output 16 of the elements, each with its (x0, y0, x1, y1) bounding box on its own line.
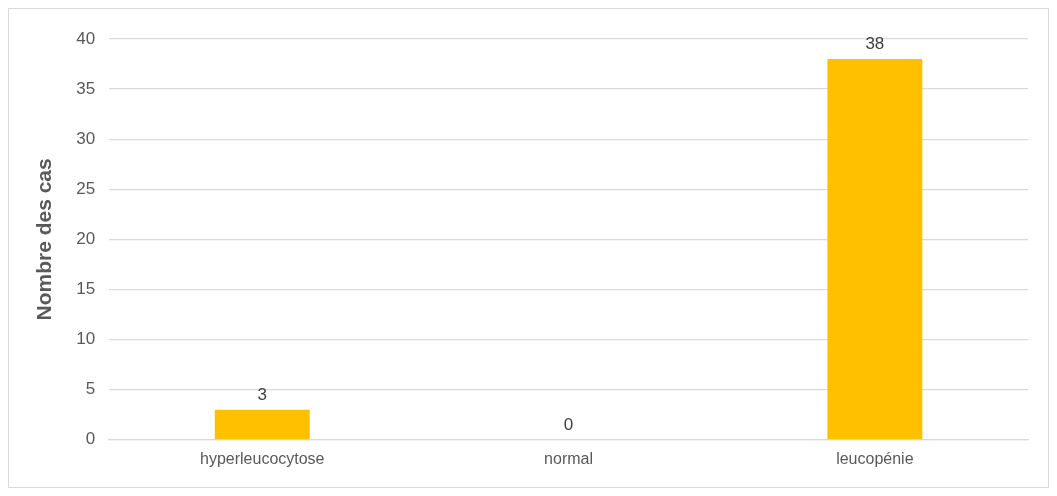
x-tick-label: leucopénie (836, 449, 914, 467)
x-tick-label: normal (544, 449, 594, 467)
data-label: 38 (865, 34, 885, 54)
y-tick-label: 10 (76, 329, 96, 349)
y-tick-label: 25 (76, 178, 96, 198)
x-tick-label: hyperleucocytose (200, 449, 325, 467)
y-tick-label: 5 (85, 379, 96, 399)
y-tick-label: 35 (76, 78, 96, 98)
data-label: 0 (563, 414, 574, 434)
data-label: 3 (257, 384, 267, 404)
y-axis-title: Nombre des cas (32, 158, 56, 321)
y-tick-label: 0 (85, 429, 96, 449)
y-tick-label: 30 (76, 128, 96, 148)
y-tick-label: 20 (76, 229, 96, 249)
y-tick-label: 40 (76, 28, 96, 48)
y-tick-label: 15 (76, 279, 96, 299)
